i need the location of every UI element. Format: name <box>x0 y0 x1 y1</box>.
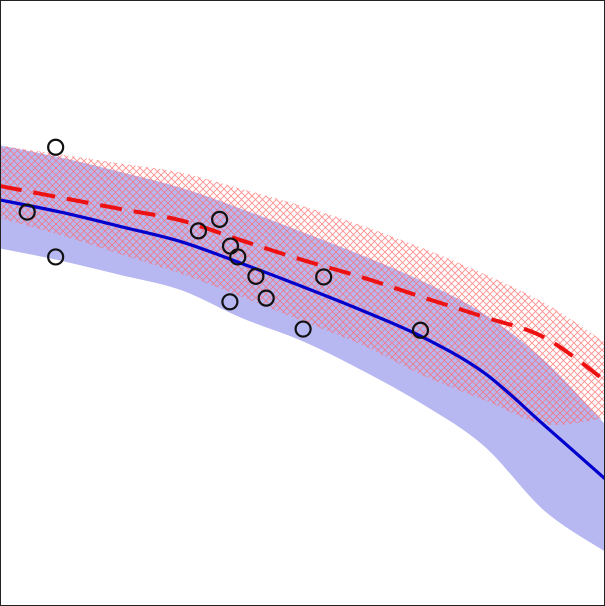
data-point <box>211 210 229 228</box>
data-point <box>294 320 312 338</box>
data-point <box>189 222 208 240</box>
data-point <box>247 267 265 285</box>
data-point <box>18 203 36 221</box>
data-point <box>221 293 239 311</box>
plot-marks <box>1 138 604 551</box>
data-point <box>47 138 65 156</box>
series-line-solid <box>1 198 604 480</box>
data-point <box>229 248 247 266</box>
data-point <box>411 321 430 339</box>
series-line-dashed <box>1 184 604 383</box>
data-point <box>315 268 333 286</box>
data-point <box>47 248 65 266</box>
data-point <box>257 289 275 307</box>
